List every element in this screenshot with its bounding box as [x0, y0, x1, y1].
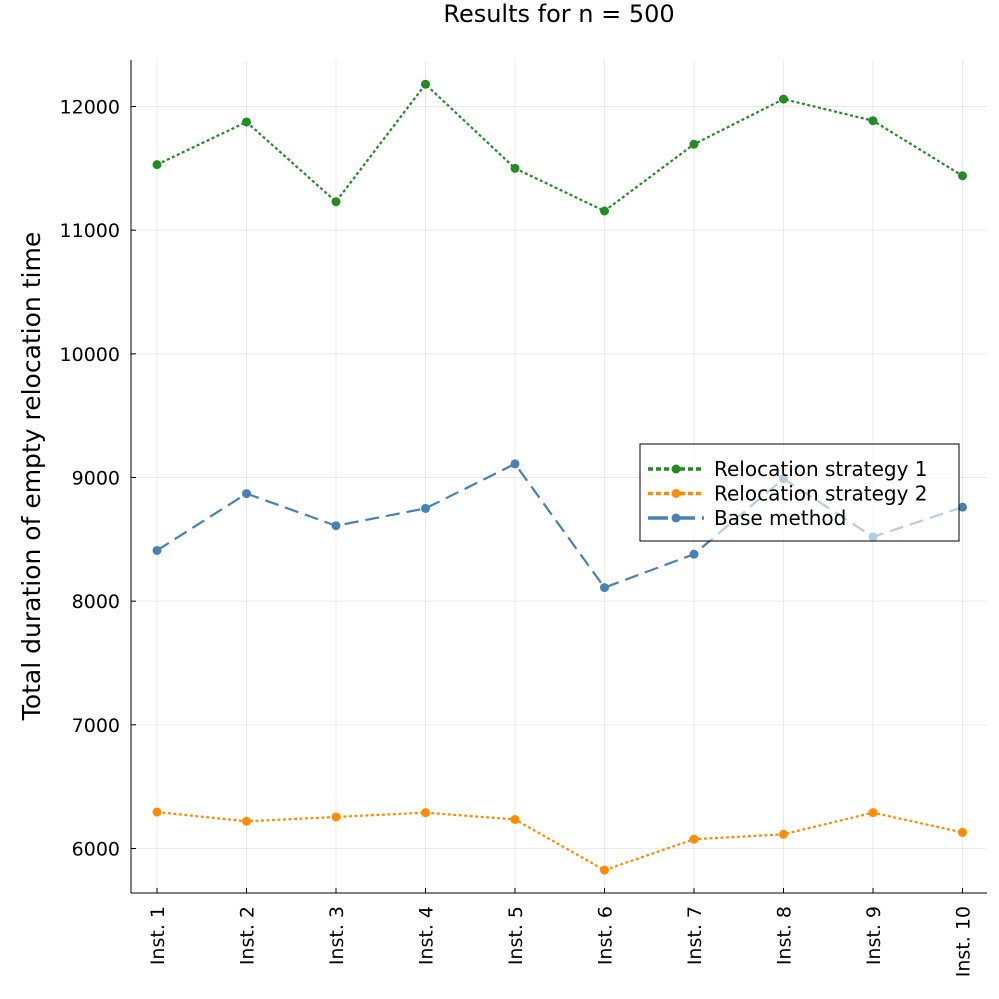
- series-2-point: [958, 827, 967, 837]
- legend-item: Base method: [648, 506, 846, 530]
- x-tick-label: Inst. 8: [774, 906, 796, 965]
- series-1-point: [958, 171, 967, 181]
- series-3-point: [421, 503, 430, 513]
- y-ticks: 6000 7000 8000 9000 10000 11000 12000: [60, 97, 136, 861]
- series-1-point: [510, 163, 520, 173]
- x-tick-label: Inst. 6: [595, 906, 617, 965]
- y-tick-label: 9000: [72, 468, 120, 490]
- legend-label: Relocation strategy 1: [714, 457, 928, 481]
- x-tick-label: Inst. 4: [416, 906, 438, 965]
- legend-marker: [671, 489, 681, 498]
- x-tick-label: Inst. 3: [326, 906, 348, 965]
- series-3-point: [689, 549, 699, 559]
- series-2-line: [156, 810, 963, 872]
- series-1-line: [156, 82, 964, 213]
- series-2-point: [331, 812, 341, 822]
- series-1-point: [421, 79, 430, 89]
- series-3-point: [510, 459, 520, 469]
- y-axis-label: Total duration of empty relocation time: [17, 232, 46, 721]
- series-1-point: [600, 206, 609, 216]
- chart-title: Results for n = 500: [443, 0, 674, 28]
- y-tick-label: 7000: [72, 715, 120, 737]
- x-tick-label: Inst. 9: [863, 906, 885, 965]
- x-ticks: Inst. 1 Inst. 2 Inst. 3 Inst. 4 Inst. 5 Inst.…: [147, 888, 975, 977]
- series-2-point: [242, 816, 251, 826]
- series-2-point: [868, 808, 878, 818]
- y-tick-label: 8000: [72, 591, 120, 613]
- y-tick-label: 11000: [60, 220, 120, 242]
- x-tick-label: Inst. 2: [237, 906, 259, 965]
- series-1-point: [152, 160, 162, 170]
- series-2-point: [421, 808, 430, 818]
- legend-item: Relocation strategy 1: [648, 457, 928, 481]
- series-2-point: [152, 807, 162, 817]
- series-3-point: [242, 489, 251, 499]
- legend-item: Relocation strategy 2: [648, 482, 928, 506]
- legend-marker: [671, 464, 681, 474]
- x-tick-label: Inst. 5: [505, 906, 527, 965]
- x-tick-label: Inst. 7: [684, 906, 706, 965]
- series-2-point: [600, 865, 609, 875]
- series-2-point: [779, 829, 788, 839]
- legend-box: [639, 443, 960, 542]
- y-tick-label: 6000: [72, 839, 120, 861]
- axes: [130, 60, 987, 894]
- legend-marker: [671, 513, 681, 523]
- series-1-point: [868, 116, 878, 126]
- series-3-point: [152, 545, 162, 555]
- x-tick-label: Inst. 1: [147, 906, 169, 965]
- series-1-point: [689, 139, 699, 149]
- y-tick-label: 12000: [60, 97, 120, 119]
- series-3-point: [600, 583, 609, 593]
- series-2-point: [510, 814, 520, 824]
- series-1-point: [242, 117, 251, 127]
- y-tick-label: 10000: [60, 344, 120, 366]
- series-1-point: [331, 197, 341, 207]
- series-1-point: [779, 94, 788, 104]
- legend-label: Relocation strategy 2: [714, 482, 928, 506]
- legend-label: Base method: [714, 506, 846, 530]
- series-3-point: [331, 521, 341, 531]
- series-2-point: [689, 834, 699, 844]
- x-tick-label: Inst. 10: [953, 906, 975, 977]
- series-3-point: [958, 502, 967, 512]
